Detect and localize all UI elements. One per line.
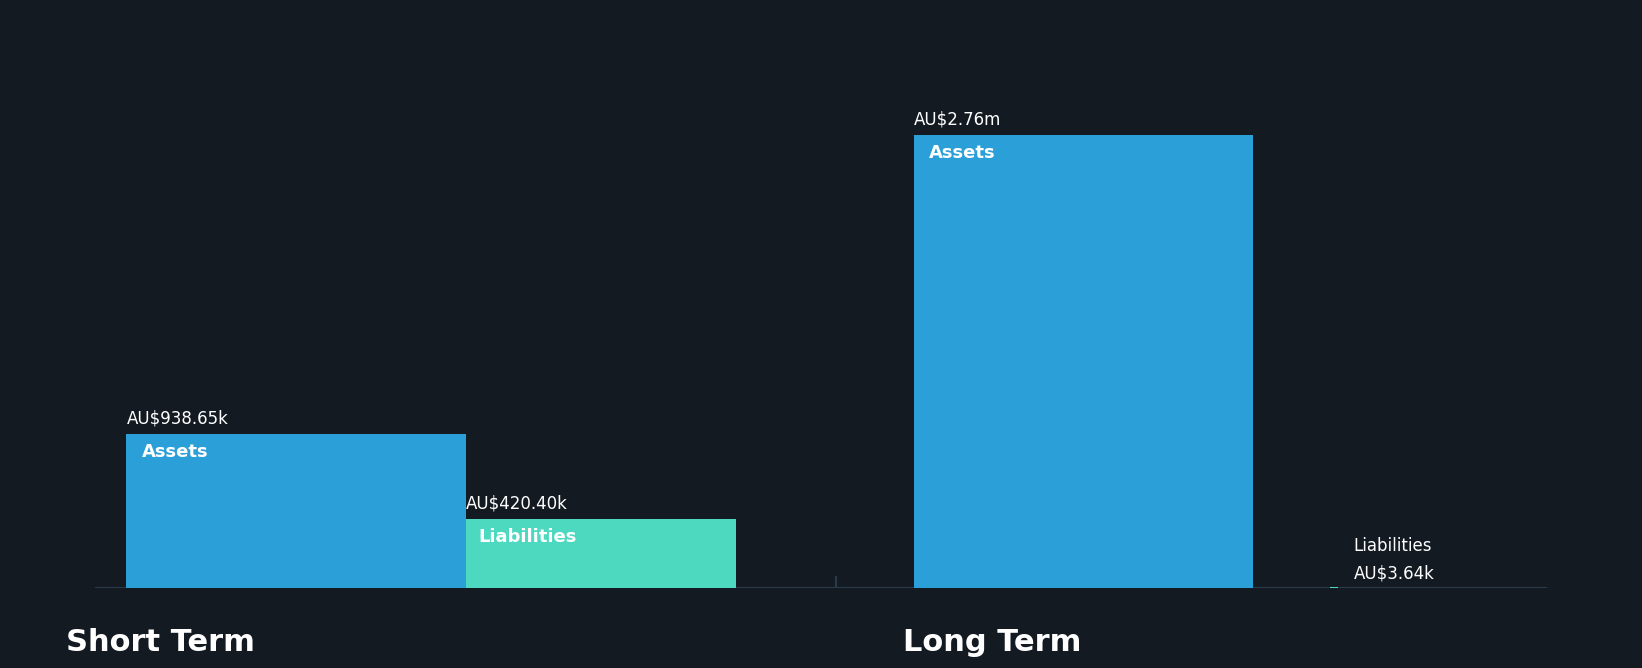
Text: Assets: Assets	[929, 144, 995, 162]
Text: AU$938.65k: AU$938.65k	[126, 409, 228, 427]
Text: Liabilities: Liabilities	[1353, 538, 1432, 556]
Bar	[126, 434, 466, 588]
Bar	[913, 135, 1253, 588]
Text: Short Term: Short Term	[66, 628, 255, 657]
Bar	[466, 519, 736, 588]
Text: AU$420.40k: AU$420.40k	[466, 494, 568, 512]
Text: Assets: Assets	[141, 443, 209, 461]
Text: AU$2.76m: AU$2.76m	[913, 110, 1002, 128]
Text: Long Term: Long Term	[903, 628, 1082, 657]
Text: AU$3.64k: AU$3.64k	[1353, 564, 1435, 582]
Text: Liabilities: Liabilities	[478, 528, 576, 546]
